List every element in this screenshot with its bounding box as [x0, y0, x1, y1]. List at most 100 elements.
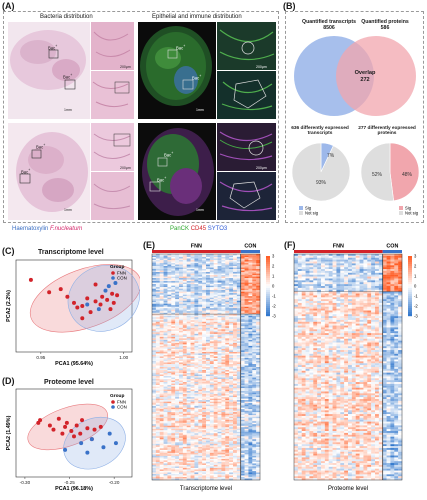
heatmap-cell — [252, 311, 257, 313]
heatmap-cell — [186, 294, 191, 297]
heatmap-cell — [209, 270, 214, 273]
heatmap-cell — [236, 443, 241, 446]
heatmap-cell — [213, 472, 218, 475]
heatmap-cell — [152, 410, 157, 413]
heatmap-cell — [248, 318, 253, 321]
heatmap-cell — [206, 464, 211, 467]
heatmap-cell — [209, 386, 214, 389]
heatmap-cell — [229, 394, 234, 396]
heatmap-cell — [206, 303, 211, 306]
heatmap-cell — [240, 260, 245, 262]
heatmap-cell — [175, 278, 180, 280]
heatmap-cell — [206, 269, 211, 271]
heatmap-cell — [240, 382, 245, 384]
heatmap-cell — [240, 413, 245, 416]
heatmap-cell — [198, 469, 203, 472]
heatmap-cell — [252, 415, 257, 417]
heatmap-cell — [244, 255, 249, 258]
heatmap-cell — [225, 388, 230, 390]
heatmap-cell — [179, 380, 184, 383]
heatmap-cell — [155, 433, 160, 435]
heatmap-cell — [225, 330, 230, 333]
heatmap-cell — [190, 365, 195, 368]
heatmap-cell — [363, 289, 368, 292]
heatmap-cell — [248, 303, 253, 306]
heatmap-cell — [179, 261, 184, 264]
heatmap-cell — [198, 309, 203, 312]
heatmap-cell — [371, 280, 376, 283]
heatmap-cell — [217, 272, 222, 274]
heatmap-cell — [175, 421, 180, 423]
heatmap-cell — [209, 275, 214, 277]
heatmap-cell — [367, 276, 372, 279]
heatmap-cell — [152, 419, 157, 422]
heatmap-cell — [194, 451, 199, 454]
heatmap-cell — [244, 430, 249, 432]
heatmap-cell — [309, 267, 314, 270]
heatmap-cell — [198, 326, 203, 328]
heatmap-cell — [190, 406, 195, 408]
heatmap-cell — [186, 434, 191, 437]
heatmap-cell — [371, 270, 376, 273]
heatmap-cell — [217, 312, 222, 315]
heatmap-cell — [317, 282, 322, 285]
heatmap-cell — [194, 466, 199, 469]
heatmap-cell — [256, 260, 261, 262]
heatmap-cell — [171, 320, 176, 322]
heatmap-cell — [225, 397, 230, 399]
heatmap-cell — [206, 421, 211, 423]
heatmap-cell — [171, 382, 176, 384]
heatmap-cell — [344, 287, 349, 290]
heatmap-cell — [213, 276, 218, 279]
heatmap-cell — [256, 419, 261, 422]
heatmap-cell — [252, 266, 257, 268]
heatmap-cell — [159, 455, 164, 458]
heatmap-cell — [217, 339, 222, 342]
heatmap-cell — [202, 341, 207, 344]
heatmap-cell — [390, 280, 395, 283]
heatmap-cell — [152, 370, 157, 372]
heatmap-cell — [213, 475, 218, 478]
heatmap-cell — [159, 347, 164, 350]
heatmap-cell — [217, 344, 222, 347]
heatmap-cell — [225, 290, 230, 292]
heatmap-cell — [167, 389, 172, 392]
heatmap-cell — [202, 290, 207, 292]
heatmap-cell — [240, 320, 245, 322]
heatmap-cell — [163, 457, 168, 460]
heatmap-cell — [175, 473, 180, 476]
heatmap-cell — [221, 293, 226, 295]
heatmap-cell — [244, 350, 249, 353]
point-fnn — [72, 300, 76, 305]
scale-label-2: 200μm — [120, 65, 131, 69]
heatmap-cell — [256, 436, 261, 438]
heatmap-cell — [159, 409, 164, 411]
heatmap-cell — [163, 282, 168, 285]
heatmap-cell — [221, 442, 226, 444]
heatmap-cell — [202, 439, 207, 441]
heatmap-cell — [202, 314, 207, 316]
heatmap-cell — [202, 470, 207, 473]
heatmap-cell — [171, 293, 176, 295]
heatmap-cell — [213, 359, 218, 362]
heatmap-cell — [217, 376, 222, 378]
heatmap-cell — [233, 330, 238, 333]
heatmap-cell — [182, 276, 187, 279]
heatmap-cell — [179, 342, 184, 345]
heatmap-cell — [198, 260, 203, 262]
heatmap-cell — [248, 276, 253, 279]
point-con — [106, 284, 111, 289]
heatmap-cell — [182, 437, 187, 440]
heatmap-cell — [305, 270, 310, 273]
heatmap-cell — [175, 344, 180, 347]
heatmap-cell — [159, 370, 164, 372]
heatmap-cell — [382, 259, 387, 262]
heatmap-cell — [194, 464, 199, 467]
heatmap-cell — [182, 359, 187, 362]
heatmap-cell — [175, 379, 180, 381]
heatmap-cell — [159, 362, 164, 365]
heatmap-cell — [186, 371, 191, 374]
heatmap-cell — [163, 410, 168, 413]
heatmap-cell — [244, 413, 249, 416]
